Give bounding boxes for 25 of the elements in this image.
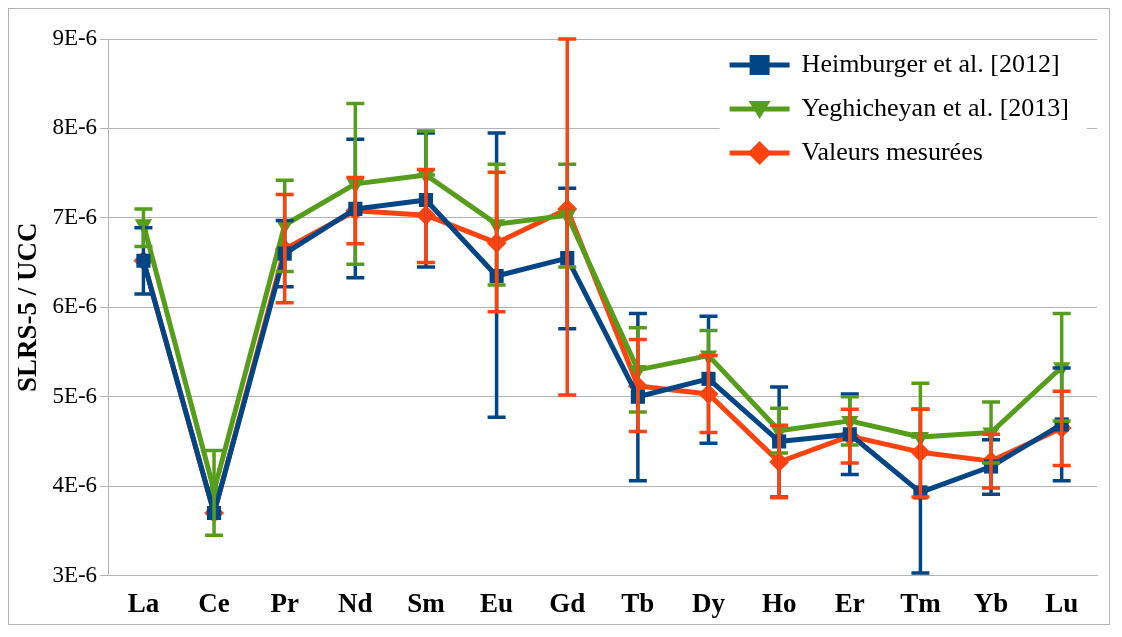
x-tick-label: Dy xyxy=(692,587,726,618)
x-tick-label: Sm xyxy=(407,587,446,618)
x-tick-label: Lu xyxy=(1045,587,1079,618)
x-tick-label: Er xyxy=(834,587,865,618)
x-tick-label: Yb xyxy=(973,587,1009,618)
legend-label: Valeurs mesurées xyxy=(801,136,983,166)
y-tick-label: 5E-6 xyxy=(52,382,98,408)
x-tick-label: Pr xyxy=(270,587,299,618)
x-tick-label: Tb xyxy=(621,587,655,618)
y-tick-label: 6E-6 xyxy=(52,293,98,319)
y-tick-label: 4E-6 xyxy=(52,472,98,498)
x-tick-label: Tm xyxy=(900,587,942,618)
x-tick-label: Nd xyxy=(338,587,373,618)
y-axis-title: SLRS-5 / UCC xyxy=(12,222,43,393)
y-tick-label: 7E-6 xyxy=(52,203,98,229)
x-tick-label: La xyxy=(127,587,160,618)
legend-label: Yeghicheyan et al. [2013] xyxy=(801,92,1069,122)
y-tick-label: 8E-6 xyxy=(52,114,98,140)
x-tick-label: Ce xyxy=(198,587,230,618)
x-tick-label: Gd xyxy=(549,587,586,618)
x-tick-label: Eu xyxy=(480,587,514,618)
x-tick-label: Ho xyxy=(761,587,797,618)
y-tick-label: 9E-6 xyxy=(52,25,98,51)
y-tick-label: 3E-6 xyxy=(52,561,98,587)
legend-label: Heimburger et al. [2012] xyxy=(801,48,1060,78)
